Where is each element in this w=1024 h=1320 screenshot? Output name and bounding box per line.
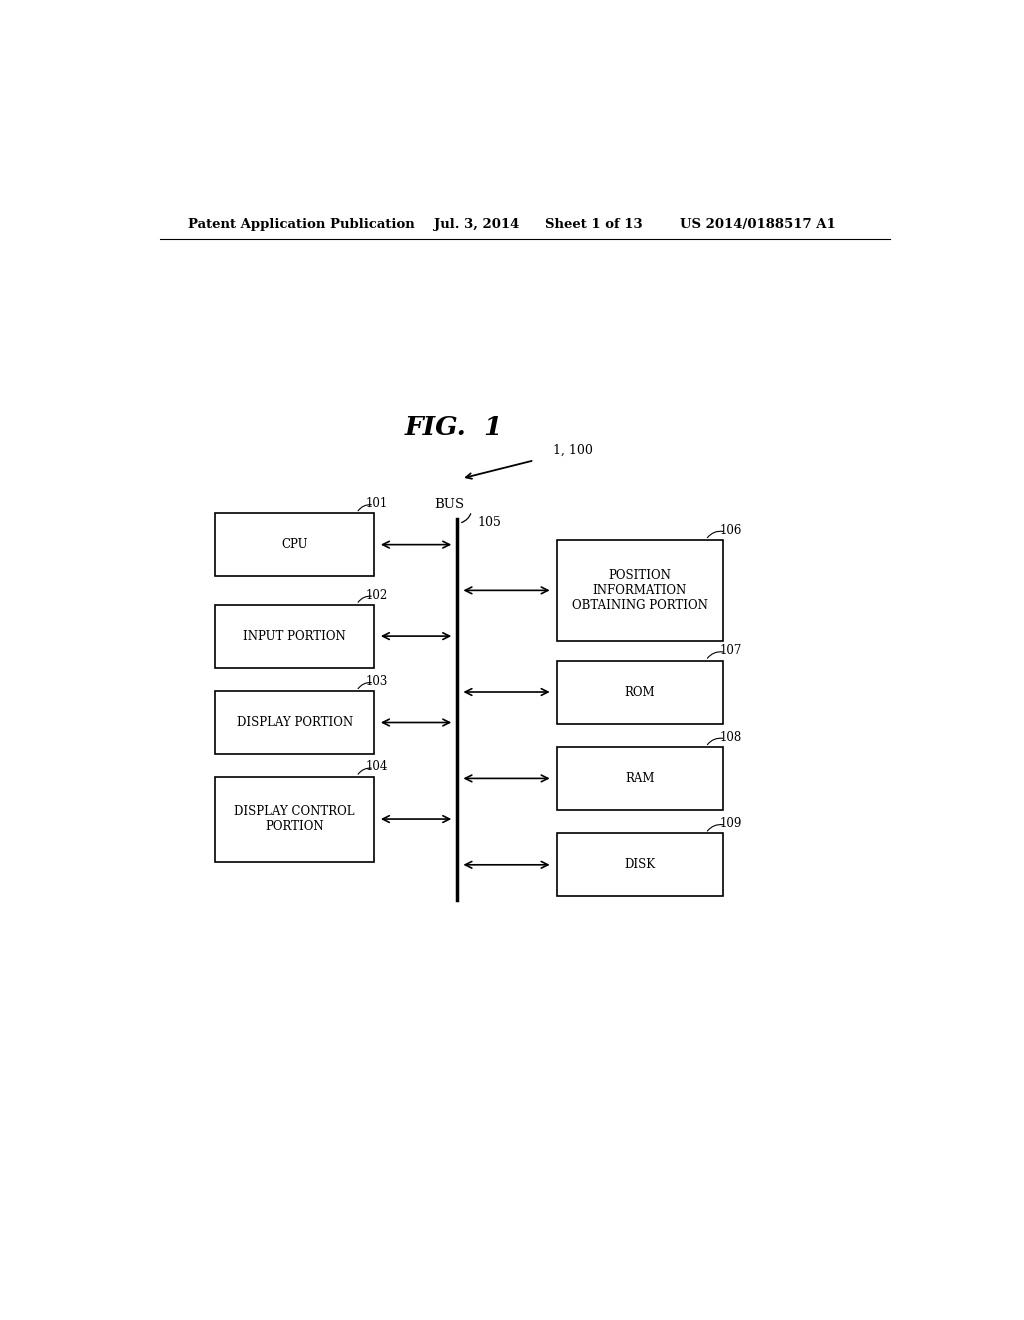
Text: US 2014/0188517 A1: US 2014/0188517 A1 <box>680 218 836 231</box>
Bar <box>215 605 374 668</box>
Text: 106: 106 <box>719 524 741 537</box>
Text: DISK: DISK <box>625 858 655 871</box>
Text: 107: 107 <box>719 644 741 657</box>
Text: Sheet 1 of 13: Sheet 1 of 13 <box>545 218 642 231</box>
Bar <box>215 513 374 576</box>
Text: DISPLAY CONTROL
PORTION: DISPLAY CONTROL PORTION <box>234 805 355 833</box>
Text: 103: 103 <box>367 675 388 688</box>
Text: 109: 109 <box>719 817 741 830</box>
Text: ROM: ROM <box>625 685 655 698</box>
Text: Patent Application Publication: Patent Application Publication <box>187 218 415 231</box>
Text: FIG.  1: FIG. 1 <box>404 416 503 441</box>
Text: Jul. 3, 2014: Jul. 3, 2014 <box>433 218 519 231</box>
Text: 102: 102 <box>367 589 388 602</box>
Text: POSITION
INFORMATION
OBTAINING PORTION: POSITION INFORMATION OBTAINING PORTION <box>572 569 708 612</box>
Bar <box>557 833 723 896</box>
Bar <box>557 660 723 723</box>
Text: 105: 105 <box>477 516 501 529</box>
Text: BUS: BUS <box>434 498 465 511</box>
Text: 101: 101 <box>367 498 388 510</box>
Bar <box>557 540 723 640</box>
Text: 1, 100: 1, 100 <box>553 445 593 457</box>
Text: RAM: RAM <box>625 772 654 785</box>
Text: CPU: CPU <box>282 539 308 552</box>
Text: INPUT PORTION: INPUT PORTION <box>244 630 346 643</box>
Text: DISPLAY PORTION: DISPLAY PORTION <box>237 715 352 729</box>
Bar <box>557 747 723 810</box>
Bar <box>215 690 374 754</box>
Text: 108: 108 <box>719 731 741 744</box>
Bar <box>215 776 374 862</box>
Text: 104: 104 <box>367 760 388 774</box>
